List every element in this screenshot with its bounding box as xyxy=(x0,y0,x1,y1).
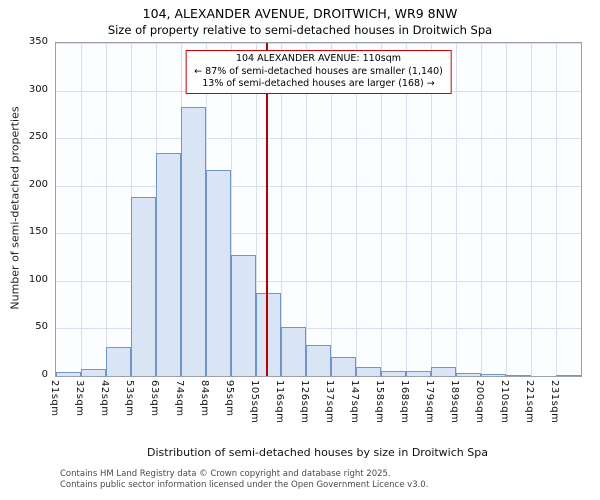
v-gridline xyxy=(106,43,107,376)
v-gridline xyxy=(81,43,82,376)
v-gridline xyxy=(231,43,232,376)
v-gridline xyxy=(531,43,532,376)
x-tick-label: 105sqm xyxy=(249,380,260,424)
x-tick-label: 200sqm xyxy=(474,380,485,424)
histogram-bar xyxy=(306,344,331,376)
h-gridline xyxy=(56,138,581,140)
y-tick-label: 200 xyxy=(28,178,48,190)
x-tick-label: 63sqm xyxy=(149,380,160,417)
x-tick-label: 84sqm xyxy=(199,380,210,417)
x-axis-title: Distribution of semi-detached houses by … xyxy=(147,446,488,459)
h-gridline xyxy=(56,233,581,235)
y-tick-label: 0 xyxy=(41,369,48,380)
x-tick-label: 126sqm xyxy=(299,380,310,424)
x-tick-label: 231sqm xyxy=(549,380,560,424)
histogram-bar xyxy=(131,197,156,376)
x-tick-label: 53sqm xyxy=(124,380,135,417)
v-gridline xyxy=(406,43,407,376)
x-tick-label: 116sqm xyxy=(274,380,285,424)
v-gridline xyxy=(306,43,307,376)
v-gridline xyxy=(456,43,457,376)
histogram-bar xyxy=(231,255,256,376)
chart-title: 104, ALEXANDER AVENUE, DROITWICH, WR9 8N… xyxy=(142,6,458,21)
x-tick-label: 189sqm xyxy=(449,380,460,424)
annotation-box: 104 ALEXANDER AVENUE: 110sqm ← 87% of se… xyxy=(185,50,452,94)
h-gridline xyxy=(56,185,581,187)
histogram-bar xyxy=(381,371,406,376)
x-tick-label: 32sqm xyxy=(74,380,85,417)
footer-attribution-line2: Contains public sector information licen… xyxy=(60,480,429,490)
v-gridline xyxy=(331,43,332,376)
h-gridline xyxy=(56,328,581,330)
x-tick-label: 147sqm xyxy=(349,380,360,424)
histogram-bar xyxy=(281,327,306,376)
x-tick-label: 168sqm xyxy=(399,380,410,424)
v-gridline xyxy=(556,43,557,376)
histogram-bar xyxy=(256,293,281,376)
histogram-bar xyxy=(506,375,531,376)
x-tick-label: 74sqm xyxy=(174,380,185,417)
footer-attribution-line1: Contains HM Land Registry data © Crown c… xyxy=(60,469,391,479)
v-gridline xyxy=(506,43,507,376)
histogram-bar xyxy=(56,372,81,376)
histogram-bar xyxy=(331,356,356,376)
v-gridline xyxy=(381,43,382,376)
histogram-bar xyxy=(156,153,181,376)
h-gridline xyxy=(56,43,581,44)
histogram-bar xyxy=(431,367,456,376)
v-gridline xyxy=(481,43,482,376)
annotation-larger-stat: 13% of semi-detached houses are larger (… xyxy=(202,78,435,89)
v-gridline xyxy=(356,43,357,376)
x-tick-label: 210sqm xyxy=(499,380,510,424)
annotation-property-size: 104 ALEXANDER AVENUE: 110sqm xyxy=(235,53,402,64)
histogram-bar xyxy=(556,375,581,376)
x-tick-label: 158sqm xyxy=(374,380,385,424)
x-tick-label: 221sqm xyxy=(524,380,535,424)
histogram-bar xyxy=(406,371,431,376)
histogram-bar xyxy=(181,106,206,376)
chart-subtitle: Size of property relative to semi-detach… xyxy=(107,23,493,37)
x-tick-label: 179sqm xyxy=(424,380,435,424)
histogram-bar xyxy=(456,373,481,376)
x-tick-label: 21sqm xyxy=(49,380,60,417)
plot-area: 104 ALEXANDER AVENUE: 110sqm ← 87% of se… xyxy=(55,42,582,377)
x-tick-label: 95sqm xyxy=(224,380,235,417)
histogram-bar xyxy=(106,347,131,376)
y-tick-label: 100 xyxy=(28,273,48,285)
y-tick-label: 300 xyxy=(28,83,48,95)
x-tick-label: 42sqm xyxy=(99,380,110,417)
histogram-bar xyxy=(481,374,506,376)
h-gridline xyxy=(56,280,581,282)
y-tick-label: 250 xyxy=(28,131,48,143)
y-tick-label: 50 xyxy=(35,321,48,333)
histogram-bar xyxy=(81,369,106,376)
x-tick-label: 137sqm xyxy=(324,380,335,424)
histogram-bar xyxy=(206,169,231,376)
v-gridline xyxy=(281,43,282,376)
property-marker-line xyxy=(266,43,268,376)
y-tick-label: 150 xyxy=(28,226,48,238)
annotation-smaller-stat: ← 87% of semi-detached houses are smalle… xyxy=(194,65,443,77)
y-tick-label: 350 xyxy=(28,36,48,47)
histogram-bar xyxy=(356,366,381,376)
v-gridline xyxy=(256,43,257,376)
v-gridline xyxy=(431,43,432,376)
